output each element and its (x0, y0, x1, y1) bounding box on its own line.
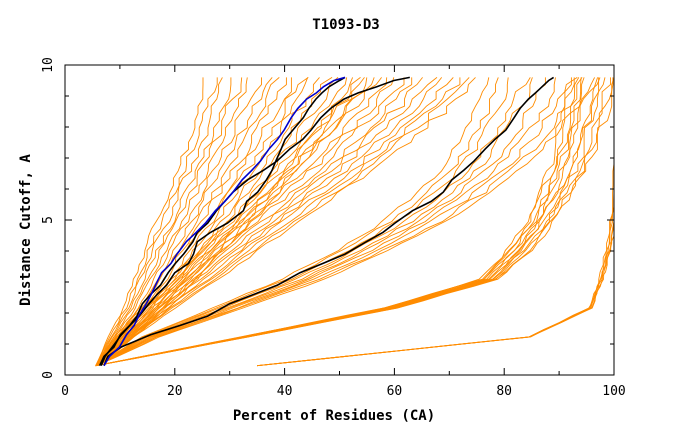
background-series-line-25 (95, 77, 405, 367)
background-series-line-24 (95, 77, 395, 367)
background-series-line-35 (95, 77, 499, 367)
background-series-line-38 (95, 77, 533, 367)
y-tick-label: 5 (41, 216, 56, 224)
background-series-line-28 (95, 77, 438, 367)
background-series-line-36 (95, 77, 509, 367)
chart-title: T1093-D3 (312, 17, 379, 33)
background-series-line-26 (95, 77, 413, 367)
background-series-line-42 (95, 77, 583, 367)
background-series-line-4 (95, 77, 243, 366)
x-tick-label: 0 (61, 384, 69, 399)
background-series-line-45 (95, 77, 575, 367)
background-series-line-49 (95, 77, 596, 367)
background-series-line-12 (95, 77, 309, 367)
x-axis-label: Percent of Residues (CA) (233, 408, 435, 424)
background-series-line-34 (95, 77, 490, 367)
y-tick-label: 10 (41, 57, 56, 73)
background-series-line-32 (95, 77, 470, 367)
background-series-line-43 (95, 77, 601, 367)
background-series-line-50 (95, 77, 599, 367)
background-series-line-18 (95, 77, 365, 367)
x-tick-label: 60 (387, 384, 403, 399)
background-series-line-2 (95, 77, 223, 366)
background-series-line-3 (95, 77, 232, 366)
background-series-line-44 (95, 77, 572, 367)
plot-frame (64, 64, 615, 376)
x-tick-label: 80 (496, 384, 512, 399)
x-tick-label: 20 (167, 384, 183, 399)
background-series-line-40 (95, 77, 556, 367)
y-tick-label: 0 (41, 371, 56, 379)
background-series-line-5 (95, 77, 248, 366)
background-series-line-33 (95, 77, 476, 367)
background-series-line-37 (95, 77, 531, 367)
x-tick-label: 100 (602, 384, 625, 399)
x-tick-label: 40 (277, 384, 293, 399)
background-series-line-54 (95, 77, 614, 367)
background-series-line-20 (95, 77, 361, 366)
background-series-line-46 (95, 77, 580, 367)
background-series-line-41 (95, 77, 578, 367)
series-layer (95, 76, 615, 367)
series-line-blue-3 (103, 76, 346, 367)
y-axis-label: Distance Cutoff, A (18, 154, 34, 306)
background-series-group (95, 77, 615, 367)
tick-layer: 0 20 40 60 80 100 0 5 10 (41, 57, 626, 399)
background-series-line-31 (95, 77, 461, 367)
series-line-black-2 (103, 76, 555, 367)
background-series-line-30 (95, 77, 454, 367)
background-series-line-1 (95, 77, 218, 366)
background-series-line-6 (95, 77, 262, 366)
background-series-line-27 (95, 77, 423, 367)
background-series-line-55 (95, 77, 615, 367)
background-series-line-48 (95, 77, 582, 367)
background-series-line-0 (95, 77, 204, 366)
background-series-line-15 (95, 77, 339, 367)
background-series-line-23 (95, 77, 388, 366)
background-series-line-29 (95, 77, 443, 367)
